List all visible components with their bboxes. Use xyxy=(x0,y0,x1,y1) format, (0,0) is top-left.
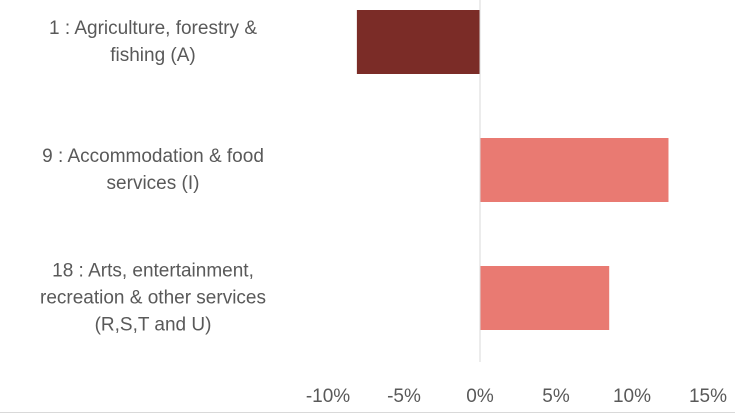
x-tick-label: 10% xyxy=(613,386,651,407)
category-label: 18 : Arts, entertainment, recreation & o… xyxy=(40,260,266,336)
bar xyxy=(356,10,480,74)
bar xyxy=(480,138,669,202)
x-tick-label: 0% xyxy=(466,386,494,407)
category-label: 9 : Accommodation & food services (I) xyxy=(42,146,264,194)
bar xyxy=(480,266,610,330)
x-tick-label: 15% xyxy=(689,386,727,407)
x-tick-label: 5% xyxy=(542,386,570,407)
category-label: 1 : Agriculture, forestry & fishing (A) xyxy=(48,18,258,66)
x-tick-label: -10% xyxy=(306,386,350,407)
x-tick-label: -5% xyxy=(387,386,421,407)
